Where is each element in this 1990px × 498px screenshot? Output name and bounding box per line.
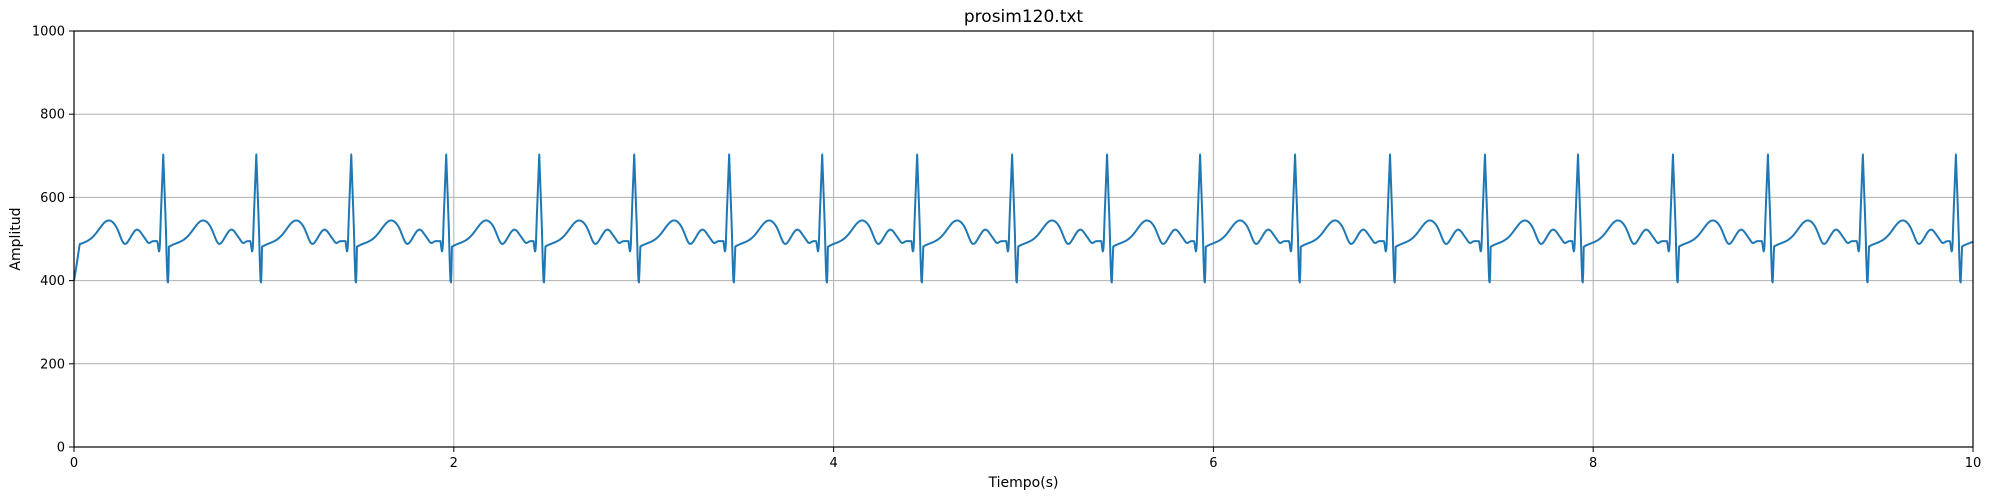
plot-frame — [73, 30, 1974, 448]
x-tick-label: 6 — [1209, 456, 1217, 471]
x-axis-label: Tiempo(s) — [988, 475, 1059, 491]
series-layer — [73, 153, 1974, 284]
x-tick-label: 10 — [1965, 456, 1982, 471]
x-tick-label: 4 — [829, 456, 837, 471]
x-tick-label: 2 — [450, 456, 458, 471]
x-tick-label: 0 — [70, 456, 78, 471]
x-tick-label: 8 — [1589, 456, 1597, 471]
chart-title: prosim120.txt — [964, 7, 1084, 27]
y-tick-label: 0 — [57, 441, 65, 456]
y-tick-label: 400 — [40, 274, 65, 289]
y-tick-label: 1000 — [32, 25, 65, 40]
ticks: 0 2 4 6 8 10 0 200 400 600 800 1000 — [32, 25, 1981, 472]
y-tick-label: 600 — [40, 191, 65, 206]
y-tick-label: 200 — [40, 357, 65, 372]
y-tick-label: 800 — [40, 108, 65, 123]
signal-line — [73, 153, 1974, 284]
y-axis-label: Amplitud — [8, 207, 24, 270]
